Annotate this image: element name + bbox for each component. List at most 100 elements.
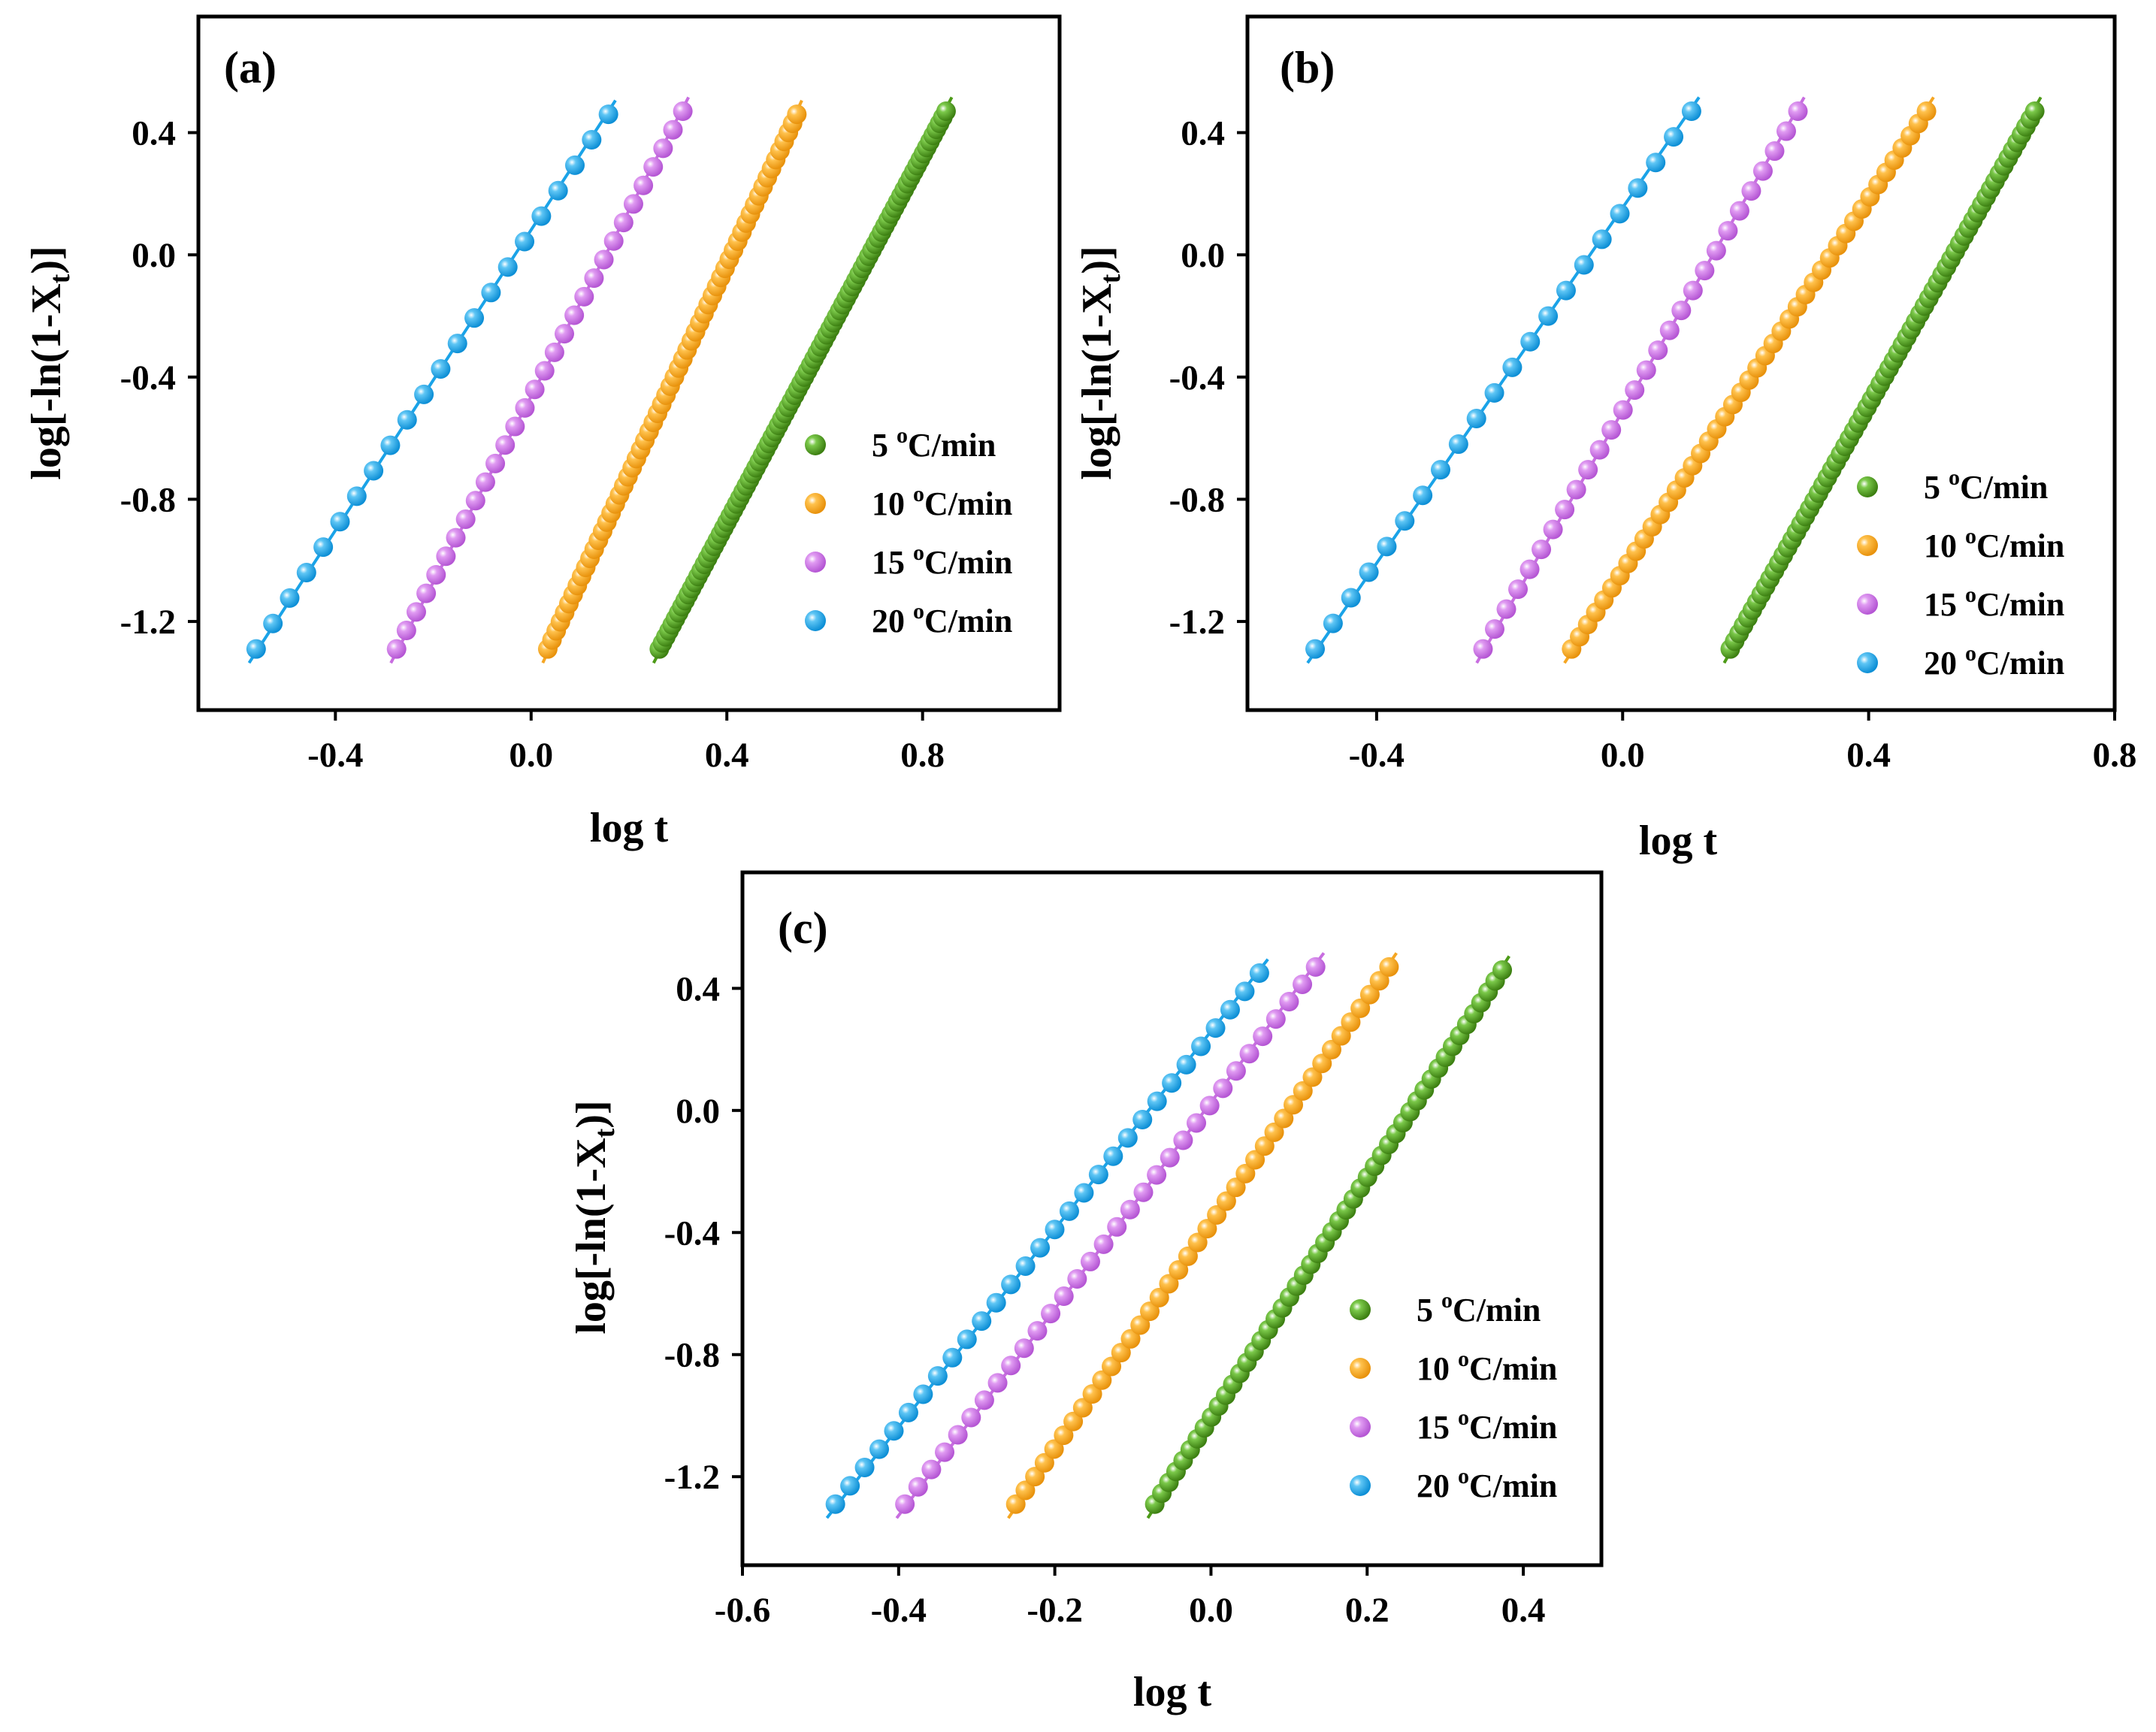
data-point [1496, 599, 1516, 619]
data-point [1532, 540, 1552, 560]
legend-unit: C/min [924, 544, 1012, 581]
x-tick-label: -0.2 [1027, 1591, 1082, 1630]
data-point [1249, 963, 1269, 984]
data-point [464, 308, 485, 328]
data-point [1764, 141, 1785, 162]
legend-label: 5 oC/min [872, 423, 996, 464]
data-point [1538, 306, 1559, 326]
data-point [623, 194, 643, 214]
data-point [1916, 101, 1937, 122]
data-point [643, 157, 664, 177]
data-point [1341, 1012, 1361, 1032]
data-point [1413, 485, 1433, 506]
legend-marker [1350, 1358, 1371, 1379]
x-axis-title-b: log t [1639, 818, 1718, 864]
data-point [1706, 240, 1726, 261]
data-point [1235, 1163, 1256, 1183]
data-point [1092, 1370, 1112, 1390]
data-point [1574, 255, 1594, 275]
data-point [898, 1402, 918, 1422]
data-point [1253, 1026, 1273, 1047]
x-tick-label: -0.4 [871, 1591, 927, 1630]
data-point [280, 588, 300, 608]
data-point [1556, 280, 1576, 301]
y-tick-label: 0.0 [1181, 236, 1225, 275]
data-point [1274, 1108, 1294, 1129]
x-tick-label: 0.8 [900, 736, 945, 775]
x-tick-label: 0.0 [509, 736, 553, 775]
legend-unit: C/min [1960, 469, 2048, 506]
data-point [2024, 101, 2045, 122]
data-point [246, 639, 266, 659]
y-axis-title-sub: t [589, 1128, 621, 1138]
data-point [1001, 1356, 1021, 1376]
x-tick-label: -0.4 [1349, 736, 1405, 775]
data-point [1264, 1122, 1284, 1142]
data-point [565, 155, 585, 175]
x-tick-label: 0.4 [705, 736, 749, 775]
data-point [414, 384, 434, 404]
legend-rate: 15 [1417, 1409, 1458, 1446]
data-point [594, 249, 614, 270]
data-point [1395, 511, 1415, 531]
y-tick-label: -0.4 [1169, 358, 1225, 397]
data-point [1323, 613, 1343, 633]
data-point [497, 257, 518, 277]
data-point [1659, 320, 1680, 340]
data-point [1305, 957, 1326, 977]
data-point [1254, 1136, 1275, 1156]
y-tick-label: -0.8 [120, 480, 176, 519]
data-point [1293, 1081, 1313, 1101]
data-point [935, 1442, 955, 1462]
data-point [1245, 1150, 1265, 1170]
data-point [313, 537, 334, 558]
panel-b: (b) -0.4 0.0 0.4 0.80.40.0-0.4-0.8-1.2 5 oC… [1074, 14, 2136, 864]
data-point [564, 305, 585, 325]
data-point [525, 379, 545, 400]
data-point [1169, 1260, 1189, 1280]
legend-marker [1350, 1299, 1371, 1320]
legend-marker [805, 552, 826, 573]
data-point [1492, 960, 1513, 980]
legend-rate: 10 [872, 485, 913, 522]
data-point [1543, 519, 1563, 540]
legend-label: 5 oC/min [1924, 465, 2048, 506]
legend-unit: C/min [924, 603, 1012, 639]
data-point [1729, 201, 1749, 221]
data-point [1589, 440, 1610, 460]
y-tick-label: -1.2 [664, 1458, 720, 1497]
legend-marker [1857, 476, 1878, 497]
data-point [884, 1421, 904, 1441]
data-point [495, 435, 516, 455]
data-point [1088, 1165, 1108, 1185]
y-tick-label: 0.4 [1181, 114, 1225, 153]
data-point [1059, 1201, 1079, 1221]
legend-unit: C/min [1976, 586, 2064, 623]
legend-degree: o [1458, 1405, 1469, 1430]
ticks-a: -0.4 0.0 0.4 0.8 0.4 0.0 -0.4 -0.8 -1.2 [120, 114, 945, 775]
data-point [854, 1458, 875, 1478]
legend-label: 15 oC/min [872, 540, 1012, 581]
data-point [380, 435, 401, 455]
data-point [1502, 357, 1523, 377]
data-point [574, 286, 594, 307]
data-point [987, 1373, 1008, 1393]
data-point [1063, 1411, 1084, 1431]
data-point [1187, 1113, 1207, 1133]
y-tick-label: -0.8 [1169, 480, 1225, 519]
y-tick-label: 0.0 [132, 236, 176, 275]
legend-rate: 5 [1924, 469, 1949, 506]
legend-rate: 10 [1924, 527, 1965, 564]
series-a [246, 96, 956, 664]
y-axis-title-end: )] [23, 246, 70, 274]
y-axis-title-end: )] [568, 1100, 615, 1128]
data-point [364, 461, 384, 481]
data-point [895, 1494, 915, 1514]
y-axis-title-a: log[-ln(1-Xt)] [23, 246, 76, 479]
data-point [1111, 1343, 1131, 1363]
data-point [1213, 1078, 1233, 1099]
legend-degree: o [1965, 641, 1976, 666]
data-point [1369, 971, 1389, 991]
data-point [957, 1329, 977, 1350]
data-point [1067, 1268, 1087, 1289]
